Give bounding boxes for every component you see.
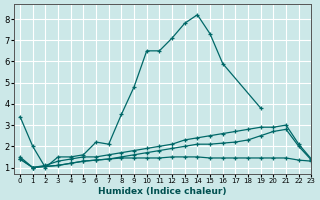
X-axis label: Humidex (Indice chaleur): Humidex (Indice chaleur) bbox=[98, 187, 227, 196]
